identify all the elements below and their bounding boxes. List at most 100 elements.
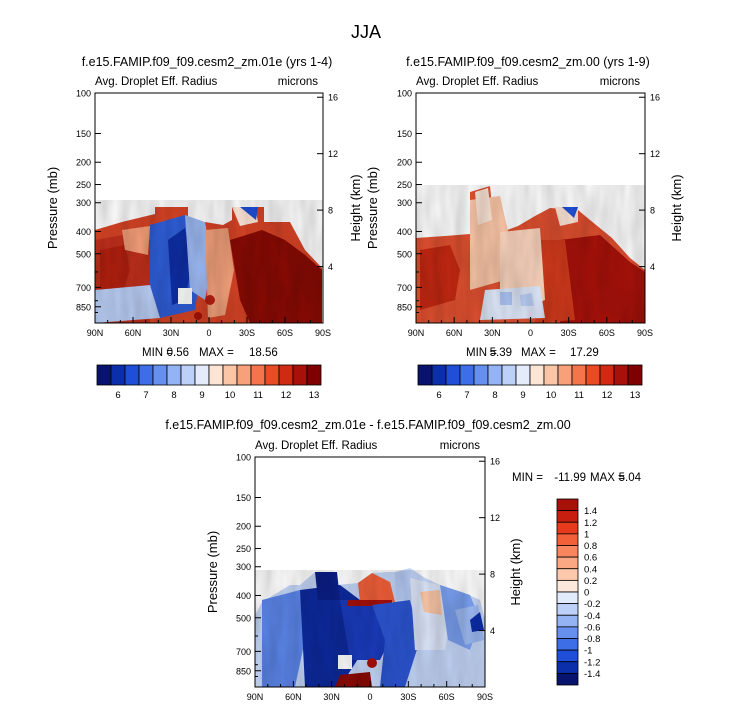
panel-1-variable-label: Avg. Droplet Eff. Radius xyxy=(95,76,218,88)
panel-3-colorbar-swatch xyxy=(556,521,579,535)
panel-3-colorbar-swatch xyxy=(556,545,579,558)
panel-2-colorbar-label: 7 xyxy=(464,390,469,401)
panel-2-units-label: microns xyxy=(600,76,641,88)
page-title: JJA xyxy=(351,22,381,42)
panel-3-max-label: MAX = xyxy=(590,472,625,484)
panel-1-colorbar-swatch xyxy=(124,364,140,386)
panel-3-colorbar-swatch xyxy=(556,498,579,512)
panel-2-colorbar-label: 8 xyxy=(492,390,497,401)
panel-2-min-label: MIN = xyxy=(466,347,497,359)
panel-2-colorbar-swatch xyxy=(529,364,545,386)
panel-1-xtick-label: 0 xyxy=(206,328,211,338)
panel-3-ytick-label: 200 xyxy=(236,522,251,532)
panel-1-colorbar-swatch xyxy=(194,364,210,386)
panel-3-ylabel: Pressure (mb) xyxy=(205,531,220,613)
panel-1-colorbar-swatch xyxy=(138,364,154,386)
panel-3-colorbar-label: -1.2 xyxy=(584,657,600,668)
panel-3-ytick-label: 150 xyxy=(236,493,251,503)
panel-2-colorbar-swatch xyxy=(557,364,573,386)
panel-3: f.e15.FAMIP.f09_f09.cesm2_zm.01e - f.e15… xyxy=(165,418,641,702)
panel-3-colorbar-label: 0.8 xyxy=(584,541,597,552)
panel-2-xtick-label: 30S xyxy=(561,328,577,338)
panel-1: f.e15.FAMIP.f09_f09.cesm2_zm.01e (yrs 1-… xyxy=(45,55,363,401)
panel-1-colorbar-swatch xyxy=(222,364,238,386)
panel-1-y2tick-label: 16 xyxy=(328,93,338,103)
panel-1-ylabel: Pressure (mb) xyxy=(45,167,60,249)
panel-2-colorbar-label: 6 xyxy=(436,390,441,401)
panel-3-colorbar-label: 0.6 xyxy=(584,553,597,564)
panel-3-ytick-label: 250 xyxy=(236,544,251,554)
panel-3-y2tick-label: 16 xyxy=(490,457,500,467)
panel-2-y2tick-label: 16 xyxy=(650,93,660,103)
panel-1-ytick-label: 500 xyxy=(76,249,91,259)
panel-3-field xyxy=(255,568,485,687)
panel-3-colorbar-label: -0.6 xyxy=(584,622,600,633)
panel-1-colorbar-label: 10 xyxy=(225,390,236,401)
panel-3-colorbar-swatch xyxy=(556,638,579,651)
panel-2-max-label: MAX = xyxy=(521,347,556,359)
panel-2-colorbar-swatch xyxy=(501,364,517,386)
panel-3-colorbar-label: 1.4 xyxy=(584,506,597,517)
panel-2-colorbar-swatch xyxy=(585,364,601,386)
panel-2-xtick-label: 30N xyxy=(484,328,501,338)
panel-3-xtick-label: 30N xyxy=(323,692,340,702)
panel-2-ytick-label: 300 xyxy=(397,198,412,208)
panel-3-colorbar-label: 0 xyxy=(584,588,589,599)
panel-1-y2tick-label: 4 xyxy=(328,262,333,272)
panel-3-y2tick-label: 12 xyxy=(490,513,500,523)
panel-2-colorbar-swatch xyxy=(417,364,433,386)
panel-2-ytick-label: 200 xyxy=(397,158,412,168)
panel-3-xtick-label: 30S xyxy=(400,692,416,702)
panel-2-title: f.e15.FAMIP.f09_f09.cesm2_zm.00 (yrs 1-9… xyxy=(406,55,650,69)
panel-2-colorbar-swatch xyxy=(431,364,447,386)
panel-2-colorbar-swatch xyxy=(543,364,559,386)
panel-3-colorbar-label: -0.4 xyxy=(584,611,600,622)
panel-3-ytick-label: 700 xyxy=(236,647,251,657)
panel-2-ytick-label: 850 xyxy=(397,302,412,312)
panel-2-colorbar-label: 11 xyxy=(574,390,584,401)
panel-1-colorbar-swatch xyxy=(292,364,308,386)
panel-1-xtick-label: 30S xyxy=(239,328,255,338)
panel-1-ytick-label: 100 xyxy=(76,89,91,99)
panel-2-colorbar-swatch xyxy=(515,364,531,386)
panel-2-field xyxy=(416,185,645,323)
panel-2-y2tick-label: 8 xyxy=(650,206,655,216)
panel-1-y2label: Height (km) xyxy=(348,174,363,241)
panel-3-xtick-label: 0 xyxy=(367,692,372,702)
panel-1-ytick-label: 700 xyxy=(76,283,91,293)
panel-2-colorbar-swatch xyxy=(487,364,503,386)
panel-1-xtick-label: 90S xyxy=(315,328,331,338)
panel-3-ytick-label: 100 xyxy=(236,453,251,463)
panel-1-colorbar-label: 12 xyxy=(281,390,292,401)
panel-1-colorbar-swatch xyxy=(110,364,126,386)
panel-2-ytick-label: 100 xyxy=(397,89,412,99)
panel-3-colorbar-label: -0.2 xyxy=(584,599,600,610)
panel-2-colorbar-swatch xyxy=(459,364,475,386)
panel-1-units-label: microns xyxy=(278,76,319,88)
panel-2-ytick-label: 250 xyxy=(397,180,412,190)
panel-3-xtick-label: 90S xyxy=(477,692,493,702)
panel-3-colorbar-swatch xyxy=(556,672,579,686)
panel-2-xtick-label: 90S xyxy=(637,328,653,338)
panel-1-xtick-label: 60N xyxy=(125,328,142,338)
panel-3-colorbar-swatch xyxy=(556,579,579,593)
panel-1-colorbar-label: 7 xyxy=(143,390,148,401)
panel-1-min-label: MIN = xyxy=(142,347,173,359)
panel-2-ytick-label: 700 xyxy=(397,283,412,293)
panel-1-colorbar-label: 13 xyxy=(309,390,320,401)
panel-1-colorbar-swatch xyxy=(166,364,182,386)
panel-3-ytick-label: 400 xyxy=(236,591,251,601)
panel-1-ytick-label: 250 xyxy=(76,180,91,190)
panel-3-colorbar-swatch xyxy=(556,556,579,570)
panel-1-ytick-label: 850 xyxy=(76,302,91,312)
panel-2-colorbar: 6 7 8 9 10 11 12 13 xyxy=(417,364,643,401)
panel-2-y2tick-label: 4 xyxy=(650,262,655,272)
panel-3-colorbar-label: -0.8 xyxy=(584,634,600,645)
panel-2-y2label: Height (km) xyxy=(669,174,684,241)
panel-1-colorbar-swatch xyxy=(96,364,112,386)
panel-2-xtick-label: 60S xyxy=(599,328,615,338)
panel-2-xtick-label: 90N xyxy=(408,328,425,338)
panel-3-colorbar-label: 0.2 xyxy=(584,576,597,587)
panel-3-colorbar-swatch xyxy=(556,661,579,674)
panel-3-colorbar-swatch xyxy=(556,533,579,546)
